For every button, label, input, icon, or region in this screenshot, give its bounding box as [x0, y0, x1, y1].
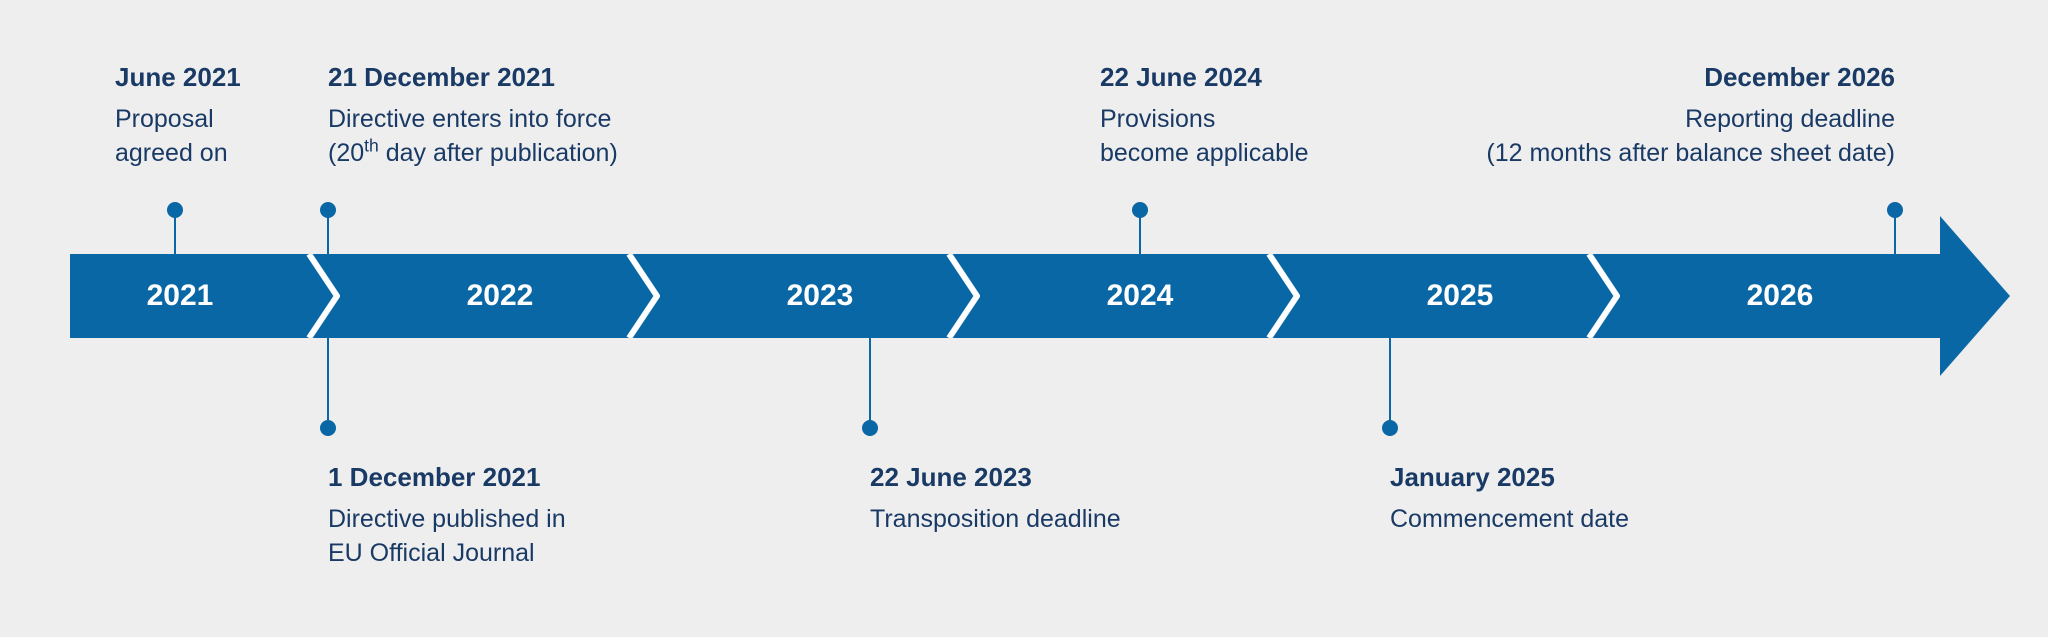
- event-description: Commencement date: [1390, 502, 1750, 536]
- event-block: December 2026 Reporting deadline(12 month…: [1335, 60, 1895, 170]
- event-dot-icon: [167, 202, 183, 218]
- event-dot-icon: [1382, 420, 1398, 436]
- event-block: January 2025 Commencement date: [1390, 460, 1750, 536]
- year-label-2024: 2024: [1107, 279, 1174, 313]
- arrow-head-icon: [1940, 216, 2010, 376]
- event-description: Directive published inEU Official Journa…: [328, 502, 688, 570]
- arrow-body: [70, 254, 1940, 338]
- event-title: December 2026: [1335, 60, 1895, 94]
- event-dot-icon: [320, 420, 336, 436]
- event-block: 1 December 2021 Directive published inEU …: [328, 460, 688, 570]
- year-label-2026: 2026: [1747, 279, 1814, 313]
- event-title: 22 June 2023: [870, 460, 1230, 494]
- year-label-2022: 2022: [467, 279, 534, 313]
- event-block: 21 December 2021 Directive enters into fo…: [328, 60, 748, 170]
- event-dot-icon: [862, 420, 878, 436]
- year-label-2025: 2025: [1427, 279, 1494, 313]
- event-description: Transposition deadline: [870, 502, 1230, 536]
- year-label-2021: 2021: [147, 279, 214, 313]
- event-title: 1 December 2021: [328, 460, 688, 494]
- event-block: 22 June 2023 Transposition deadline: [870, 460, 1230, 536]
- year-label-2023: 2023: [787, 279, 854, 313]
- event-description: Directive enters into force(20th day aft…: [328, 102, 748, 170]
- event-title: January 2025: [1390, 460, 1750, 494]
- event-title: 21 December 2021: [328, 60, 748, 94]
- event-dot-icon: [1132, 202, 1148, 218]
- event-leader: [1389, 338, 1391, 428]
- event-dot-icon: [320, 202, 336, 218]
- event-leader: [327, 338, 329, 428]
- timeline-diagram: { "layout": { "width": 2048, "height": 6…: [0, 0, 2048, 637]
- event-dot-icon: [1887, 202, 1903, 218]
- event-description: Reporting deadline(12 months after balan…: [1335, 102, 1895, 170]
- event-leader: [869, 338, 871, 428]
